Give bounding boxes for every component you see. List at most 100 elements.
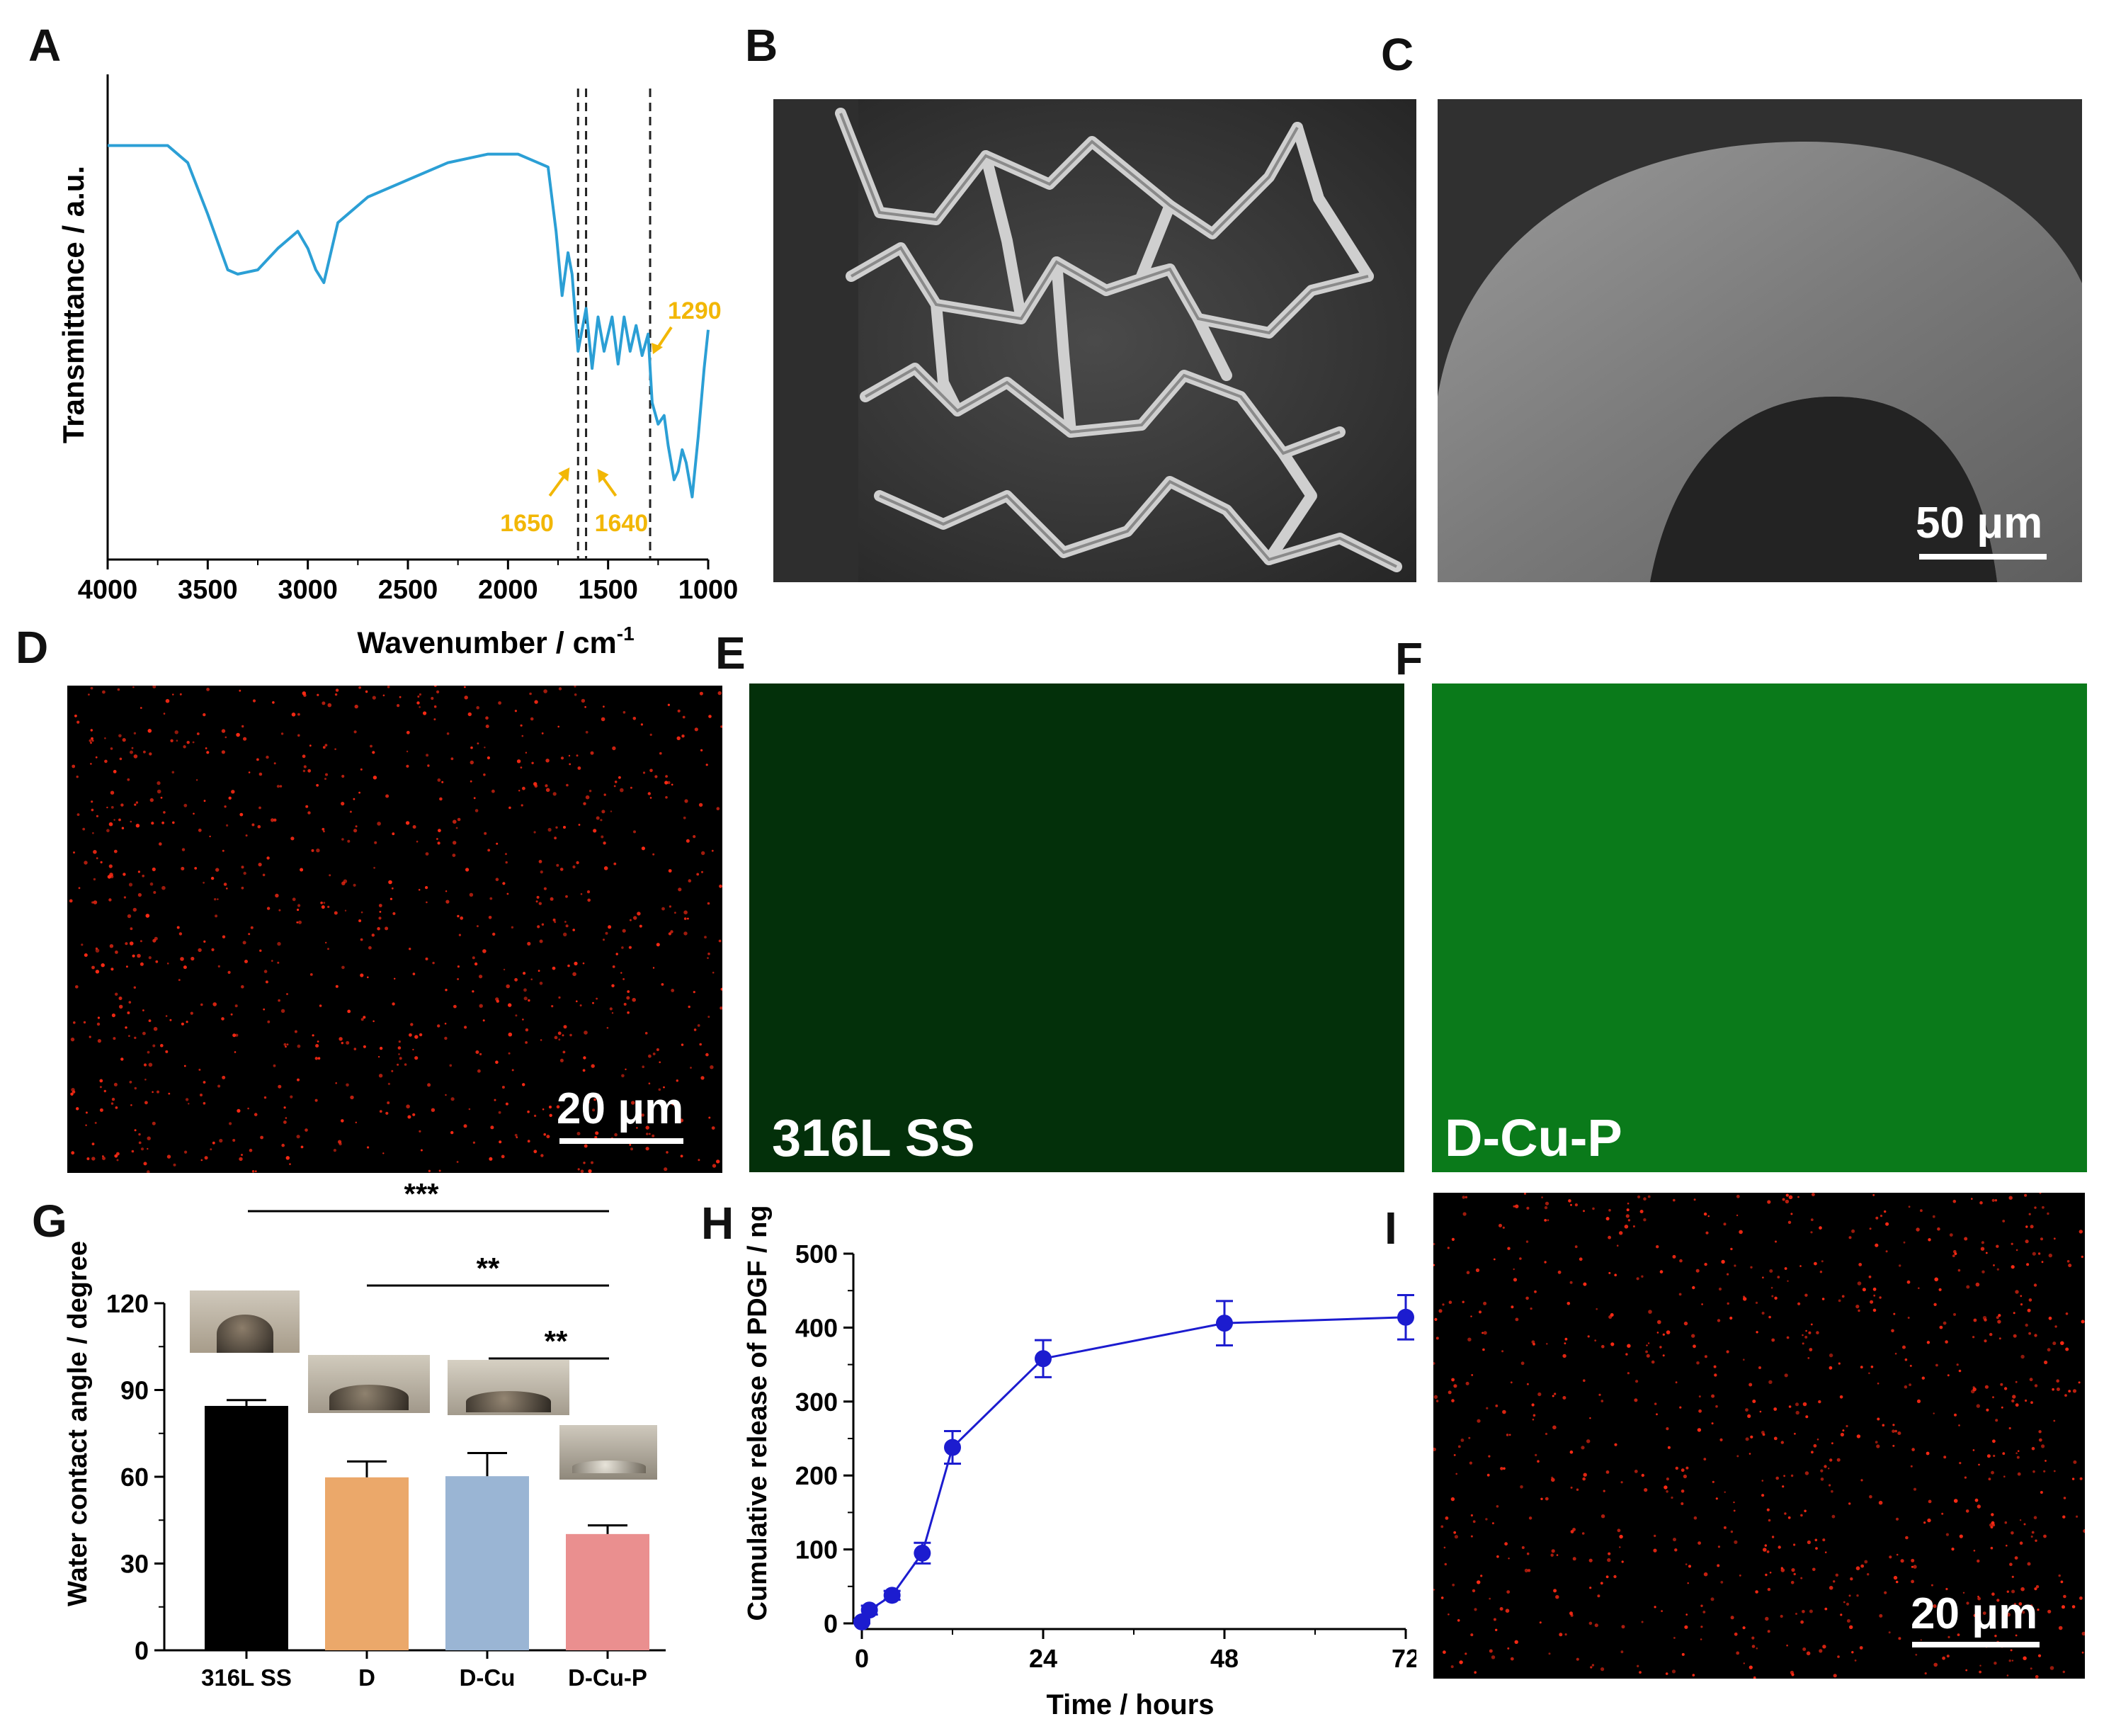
fluorescence-dot [1551,1549,1555,1553]
fluorescence-dot [1924,1672,1927,1675]
fluorescence-dot [209,835,211,838]
fluorescence-dot [407,1115,411,1119]
fluorescence-dot [696,873,700,876]
fluorescence-dot [135,801,139,804]
fluorescence-dot [613,785,616,788]
fluorescence-dot [2060,1580,2064,1584]
fluorescence-dot [1885,1250,1888,1253]
fluorescence-dot [327,905,330,908]
contact-angle-y-tick-label: 60 [120,1463,149,1492]
significance-label: *** [404,1177,439,1210]
fluorescence-dot [1800,1577,1803,1579]
fluorescence-dot [214,898,217,901]
fluorescence-dot [508,1052,511,1055]
fluorescence-dot [545,788,550,793]
fluorescence-dot [1756,1647,1758,1650]
fluorescence-dot [645,1125,649,1130]
fluorescence-dot [128,1035,130,1037]
fluorescence-dot [438,829,441,832]
fluorescence-dot [363,1016,366,1019]
panel-d-scale-bar [559,1138,683,1144]
fluorescence-dot [317,693,319,696]
fluorescence-dot [2000,1383,2003,1386]
fluorescence-dot [1600,1667,1605,1672]
fluorescence-dot [419,1033,423,1037]
fluorescence-dot [549,1113,552,1117]
fluorescence-dot [555,826,558,829]
fluorescence-dot [1782,1485,1785,1488]
fluorescence-dot [183,803,188,807]
fluorescence-dot [391,1070,394,1072]
fluorescence-dot [1433,1589,1435,1591]
fluorescence-dot [115,951,118,954]
fluorescence-dot [1695,1269,1700,1273]
fluorescence-dot [581,698,586,703]
fluorescence-dot [203,713,206,717]
ftir-x-tick-label: 2500 [378,575,438,605]
pdgf-data-point [1035,1350,1052,1368]
fluorescence-dot [353,730,357,734]
fluorescence-dot [1491,1655,1496,1660]
droplet-photo-dcu [448,1360,569,1415]
fluorescence-dot [668,932,672,936]
fluorescence-dot [477,742,479,744]
fluorescence-dot [297,1044,301,1048]
fluorescence-dot [224,805,227,808]
fluorescence-dot [2058,1626,2063,1630]
fluorescence-dot [1510,1381,1513,1384]
fluorescence-dot [1544,1219,1547,1222]
fluorescence-dot [72,764,76,768]
fluorescence-dot [227,970,231,974]
fluorescence-dot [1667,1446,1671,1449]
fluorescence-dot [1988,1477,1991,1481]
fluorescence-dot [200,1159,203,1162]
fluorescence-dot [387,686,390,688]
fluorescence-dot [1977,1504,1981,1509]
fluorescence-dot [1474,1608,1477,1611]
fluorescence-dot [1646,1344,1648,1346]
fluorescence-dot [2043,1470,2046,1473]
fluorescence-dot [123,873,126,876]
fluorescence-dot [339,1037,343,1041]
fluorescence-dot [2079,1230,2083,1234]
fluorescence-dot [1933,1662,1938,1667]
contact-angle-y-tick-label: 90 [120,1376,149,1405]
fluorescence-dot [687,917,689,920]
fluorescence-dot [2068,1264,2072,1268]
fluorescence-dot [1804,1335,1808,1339]
fluorescence-dot [668,869,672,873]
fluorescence-dot [353,883,356,887]
fluorescence-dot [180,957,184,961]
fluorescence-dot [1829,1366,1833,1370]
fluorescence-dot [559,868,564,871]
fluorescence-dot [259,949,262,952]
fluorescence-dot [397,1063,399,1066]
fluorescence-dot [257,824,261,829]
fluorescence-dot [620,972,622,974]
ftir-annotation-arrowhead [652,343,664,354]
fluorescence-dot [596,997,598,1000]
fluorescence-dot [412,825,416,829]
fluorescence-dot [104,737,106,739]
fluorescence-dot [414,1035,419,1039]
fluorescence-dot [1824,1551,1827,1553]
fluorescence-dot [1681,1502,1684,1505]
fluorescence-dot [1443,1650,1446,1655]
fluorescence-dot [1564,1337,1568,1341]
fluorescence-dot [1451,1399,1455,1402]
fluorescence-dot [1568,1199,1571,1203]
fluorescence-dot [172,821,175,824]
fluorescence-dot [1938,1288,1942,1291]
fluorescence-dot [181,1022,184,1026]
fluorescence-dot [171,771,175,774]
fluorescence-dot [1647,1195,1651,1198]
fluorescence-dot [195,779,198,781]
fluorescence-dot [1892,1444,1895,1447]
fluorescence-dot [701,870,703,873]
fluorescence-dot [113,819,115,821]
fluorescence-dot [198,1068,201,1071]
fluorescence-dot [222,1075,226,1079]
fluorescence-dot [82,827,86,831]
fluorescence-dot [302,769,306,773]
fluorescence-dot [1703,1458,1707,1460]
